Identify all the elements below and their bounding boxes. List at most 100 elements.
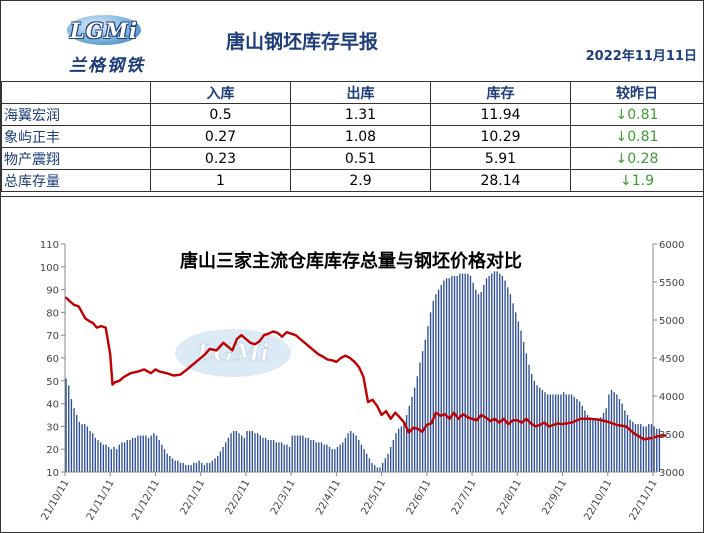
inventory-bar xyxy=(573,396,575,472)
left-axis-tick-label: 70 xyxy=(46,331,59,342)
inventory-bar xyxy=(182,462,184,472)
watermark-globe-icon xyxy=(175,329,291,377)
left-axis-tick-label: 80 xyxy=(46,308,59,319)
column-header-name xyxy=(1,81,151,104)
inventory-bar xyxy=(312,440,315,472)
inventory-bar xyxy=(403,421,405,472)
column-header-change: 较昨日 xyxy=(570,81,704,104)
chart-canvas: LGMi 10 20 30 40 50 60 70 80 90 100 110 3000 3500 400… xyxy=(40,240,685,522)
x-axis-tick-label: 22/4/11 xyxy=(314,478,343,517)
inventory-bar xyxy=(656,428,658,472)
inventory-bar xyxy=(126,440,128,472)
inventory-bar xyxy=(605,408,607,472)
inventory-bar xyxy=(512,303,514,472)
inventory-bar xyxy=(123,442,126,472)
x-axis-tick-label: 22/9/11 xyxy=(540,478,569,517)
inventory-bar xyxy=(429,312,432,472)
left-axis-tick-label: 20 xyxy=(46,445,59,456)
inventory-bar xyxy=(645,426,647,472)
inventory-bar xyxy=(405,415,408,472)
inventory-bar xyxy=(642,426,645,472)
inventory-bar xyxy=(485,278,488,472)
inventory-bar xyxy=(653,426,655,472)
inventory-bar xyxy=(339,444,341,472)
inventory-bar xyxy=(310,440,312,472)
inventory-bar xyxy=(538,387,541,472)
inventory-bar xyxy=(193,462,195,472)
right-axis-tick-label: 4000 xyxy=(659,392,684,403)
inventory-bar xyxy=(608,394,610,472)
inventory-bar xyxy=(440,285,442,472)
inventory-bar xyxy=(262,437,264,472)
inventory-bar xyxy=(578,401,581,472)
inventory-bar xyxy=(453,275,456,472)
chart-title: 唐山三家主流仓库库存总量与钢坯价格对比 xyxy=(180,250,522,272)
inventory-bar xyxy=(499,273,501,472)
inventory-bar xyxy=(568,394,570,472)
inventory-bar xyxy=(355,435,357,472)
inventory-bar xyxy=(552,394,554,472)
inventory-bar xyxy=(624,410,626,472)
inventory-bar xyxy=(491,273,493,472)
inventory-bar xyxy=(507,287,509,472)
inventory-bar xyxy=(616,394,618,472)
inventory-bar xyxy=(648,424,650,472)
inventory-bar xyxy=(174,460,176,472)
table-row: 物产震翔 0.23 0.51 5.91 ↓0.28 xyxy=(1,147,704,170)
inventory-bar xyxy=(323,444,325,472)
stock-value: 11.94 xyxy=(430,103,571,126)
inventory-bar xyxy=(427,326,429,472)
report-date: 2022年11月11日 xyxy=(585,49,697,64)
x-axis-tick-label: 22/7/11 xyxy=(450,478,479,517)
inventory-bar xyxy=(570,394,573,472)
inventory-bar xyxy=(557,394,559,472)
inventory-bar xyxy=(637,424,639,472)
inventory-bar xyxy=(496,271,498,472)
inventory-bar xyxy=(278,442,280,472)
inventory-bar xyxy=(366,453,368,472)
inventory-bar xyxy=(501,275,504,472)
stock-value: 10.29 xyxy=(430,125,571,148)
inventory-bar xyxy=(358,440,360,472)
inventory-bar xyxy=(477,294,480,472)
inventory-bar xyxy=(554,394,557,472)
inventory-bar xyxy=(416,376,418,472)
inventory-bar xyxy=(424,339,426,472)
inventory-bar xyxy=(336,446,339,472)
inventory-bar xyxy=(389,446,392,472)
inventory-bar xyxy=(225,442,227,472)
inventory-bar xyxy=(379,467,381,472)
inventory-bar xyxy=(546,394,549,472)
inventory-bar xyxy=(230,433,232,472)
inventory-bar xyxy=(589,417,591,472)
inventory-bar xyxy=(198,460,200,472)
inventory-bar xyxy=(65,378,67,472)
x-axis-tick-label: 22/5/11 xyxy=(359,478,388,517)
inventory-bar xyxy=(70,399,73,472)
left-axis-tick-label: 40 xyxy=(46,400,59,411)
inbound-value: 0.5 xyxy=(150,103,291,126)
inventory-bar xyxy=(467,273,469,472)
inventory-bar xyxy=(397,428,400,472)
inventory-bar xyxy=(131,437,134,472)
change-value: ↓0.81 xyxy=(570,125,704,148)
inventory-bar xyxy=(84,424,86,472)
inventory-bar xyxy=(294,435,296,472)
inventory-price-chart: LGMi 10 20 30 40 50 60 70 80 90 100 110 3000 3500 400… xyxy=(1,196,703,533)
inventory-bar xyxy=(190,465,192,472)
inventory-bar xyxy=(626,415,629,472)
inventory-bar xyxy=(185,465,187,472)
inventory-bar xyxy=(613,392,615,472)
inventory-bar xyxy=(464,273,466,472)
inventory-bar xyxy=(544,392,546,472)
inventory-bar xyxy=(315,442,317,472)
inventory-bar xyxy=(435,294,437,472)
inventory-bar xyxy=(584,410,586,472)
inventory-bar xyxy=(78,421,81,472)
inventory-bar xyxy=(68,385,70,472)
right-axis-tick-label: 5500 xyxy=(659,278,684,289)
column-header-stock: 库存 xyxy=(430,81,571,104)
change-value: ↓1.9 xyxy=(570,169,704,192)
column-header-out: 出库 xyxy=(290,81,431,104)
inventory-bar xyxy=(541,389,544,472)
